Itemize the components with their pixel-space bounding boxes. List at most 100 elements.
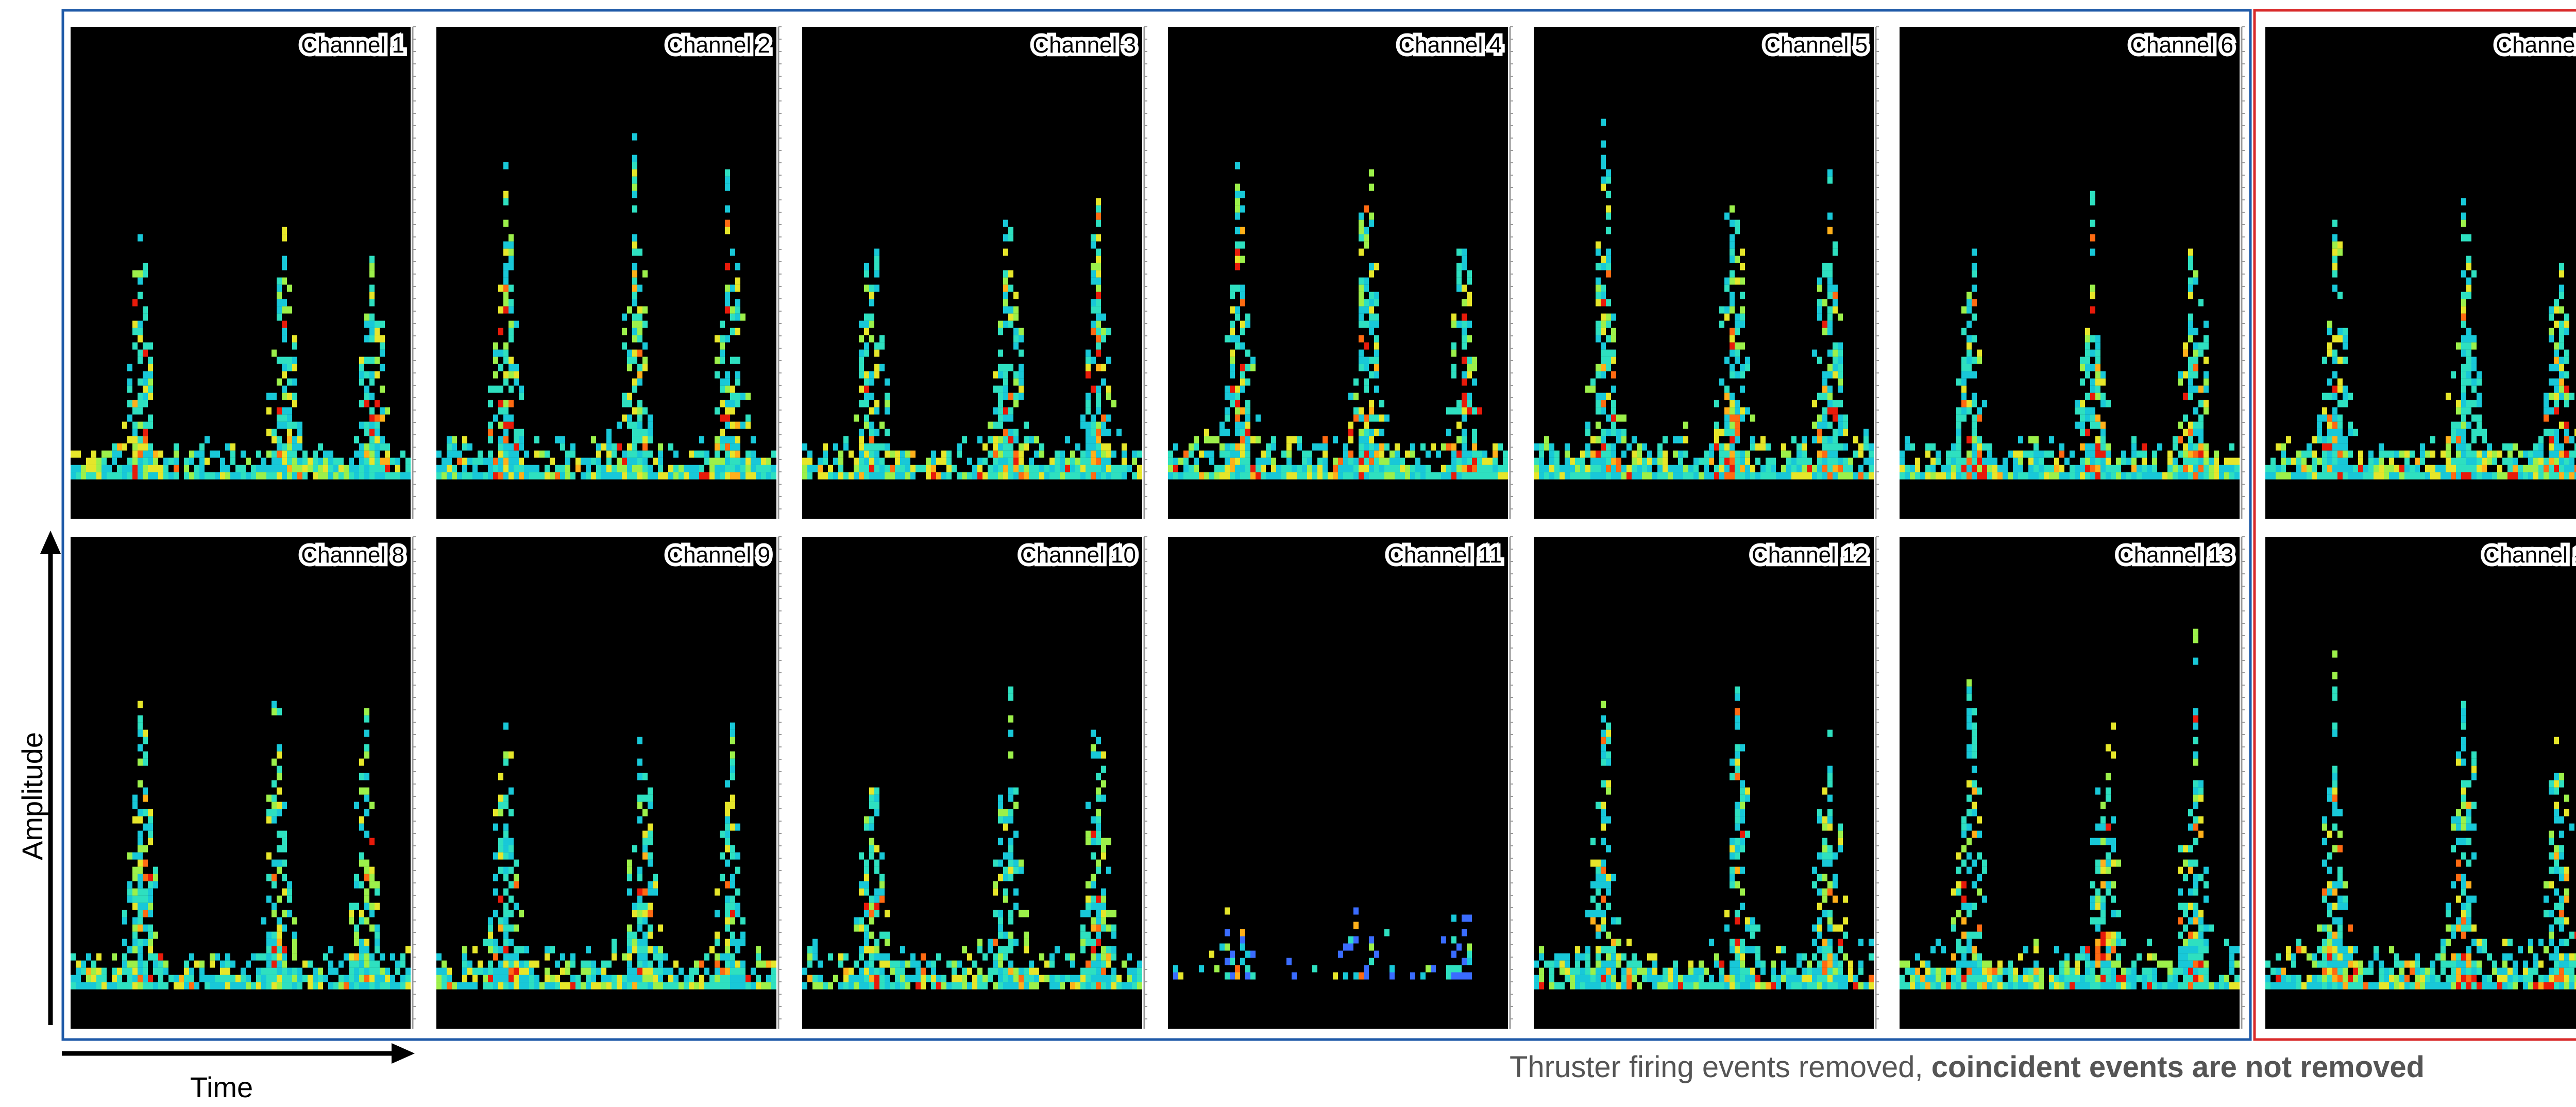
heatmap-cell xyxy=(1601,285,1606,292)
heatmap-cell xyxy=(225,953,230,961)
heatmap-cell xyxy=(2461,306,2466,314)
heatmap-cell xyxy=(189,451,194,458)
heatmap-cell xyxy=(1709,458,1714,465)
heatmap-cell xyxy=(1307,458,1312,465)
heatmap-cell xyxy=(982,444,988,451)
heatmap-cell xyxy=(910,451,916,458)
heatmap-cell xyxy=(369,465,375,472)
x-axis-arrow-head xyxy=(392,1043,415,1064)
heatmap-cell xyxy=(720,379,725,386)
heatmap-cell xyxy=(2312,472,2317,480)
heatmap-cell xyxy=(1225,393,1230,400)
heatmap-cell xyxy=(1364,965,1369,973)
heatmap-cell xyxy=(1719,429,1724,436)
heatmap-cell xyxy=(1245,422,1250,429)
heatmap-cell xyxy=(143,809,148,816)
heatmap-cell xyxy=(1013,802,1019,809)
heatmap-cell xyxy=(1091,444,1096,451)
heatmap-cell xyxy=(2033,458,2039,465)
heatmap-cell xyxy=(2178,379,2183,386)
heatmap-cell xyxy=(725,881,730,889)
heatmap-cell xyxy=(1596,321,1601,328)
heatmap-cell xyxy=(694,982,699,990)
heatmap-cell xyxy=(132,968,138,975)
heatmap-cell xyxy=(946,458,952,465)
heatmap-cell xyxy=(369,379,375,386)
heatmap-cell xyxy=(982,458,988,465)
heatmap-cell xyxy=(498,400,503,407)
heatmap-cell xyxy=(1601,472,1606,480)
heatmap-cell xyxy=(874,343,879,350)
heatmap-cell xyxy=(1544,465,1549,472)
heatmap-cell xyxy=(1348,422,1353,429)
heatmap-cell xyxy=(272,932,277,939)
heatmap-cell xyxy=(869,910,874,917)
heatmap-cell xyxy=(132,343,138,350)
heatmap-cell xyxy=(1225,929,1230,936)
heatmap-cell xyxy=(2327,328,2332,335)
heatmap-cell xyxy=(2075,465,2080,472)
heatmap-cell xyxy=(740,917,745,925)
heatmap-cell xyxy=(1735,321,1740,328)
heatmap-cell xyxy=(2559,422,2564,429)
heatmap-cell xyxy=(184,465,189,472)
heatmap-cell xyxy=(1730,242,1735,249)
heatmap-cell xyxy=(864,321,869,328)
heatmap-cell xyxy=(642,932,648,939)
heatmap-cell xyxy=(483,968,488,975)
heatmap-cell xyxy=(380,386,385,393)
heatmap-cell xyxy=(282,472,287,480)
heatmap-cell xyxy=(1812,422,1817,429)
heatmap-cell xyxy=(2188,256,2193,263)
heatmap-cell xyxy=(916,982,921,990)
heatmap-cell xyxy=(1791,458,1797,465)
heatmap-cell xyxy=(1364,973,1369,980)
heatmap-cell xyxy=(2471,415,2477,422)
heatmap-cell xyxy=(472,975,478,982)
heatmap-cell xyxy=(843,953,849,961)
heatmap-cell xyxy=(2348,451,2353,458)
heatmap-cell xyxy=(2466,234,2471,242)
heatmap-cell xyxy=(1601,328,1606,335)
heatmap-cell xyxy=(2549,364,2554,371)
heatmap-cell xyxy=(849,982,854,990)
heatmap-cell xyxy=(606,465,612,472)
heatmap-cell xyxy=(2018,465,2023,472)
heatmap-cell xyxy=(132,874,138,881)
heatmap-cell xyxy=(2322,451,2327,458)
heatmap-cell xyxy=(2193,350,2198,357)
heatmap-cell xyxy=(864,465,869,472)
heatmap-cell xyxy=(2559,444,2564,451)
heatmap-cell xyxy=(2456,472,2461,480)
heatmap-cell xyxy=(1972,451,1977,458)
channel-title: Channel 9 xyxy=(667,542,770,568)
heatmap-cell xyxy=(957,444,962,451)
heatmap-cell xyxy=(632,263,637,270)
heatmap-cell xyxy=(2513,444,2518,451)
heatmap-cell xyxy=(596,472,601,480)
heatmap-cell xyxy=(694,961,699,968)
heatmap-cell xyxy=(2188,285,2193,292)
heatmap-cell xyxy=(493,946,498,953)
heatmap-cell xyxy=(1740,472,1745,480)
heatmap-cell xyxy=(2482,451,2487,458)
heatmap-cell xyxy=(498,809,503,816)
heatmap-cell xyxy=(1833,400,1838,407)
heatmap-cell xyxy=(1462,429,1467,436)
heatmap-cell xyxy=(1477,407,1482,415)
heatmap-cell xyxy=(1091,306,1096,314)
heatmap-cell xyxy=(1972,444,1977,451)
heatmap-cell xyxy=(1374,444,1379,451)
heatmap-cell xyxy=(503,867,509,874)
heatmap-cell xyxy=(1039,472,1044,480)
heatmap-cell xyxy=(1699,458,1704,465)
heatmap-cell xyxy=(199,444,205,451)
heatmap-cell xyxy=(704,458,709,465)
heatmap-cell xyxy=(627,451,632,458)
heatmap-cell xyxy=(488,975,493,982)
heatmap-cell xyxy=(96,472,101,480)
heatmap-cell xyxy=(503,285,509,292)
heatmap-cell xyxy=(1657,472,1663,480)
heatmap-cell xyxy=(478,472,483,480)
heatmap-cell xyxy=(632,845,637,853)
